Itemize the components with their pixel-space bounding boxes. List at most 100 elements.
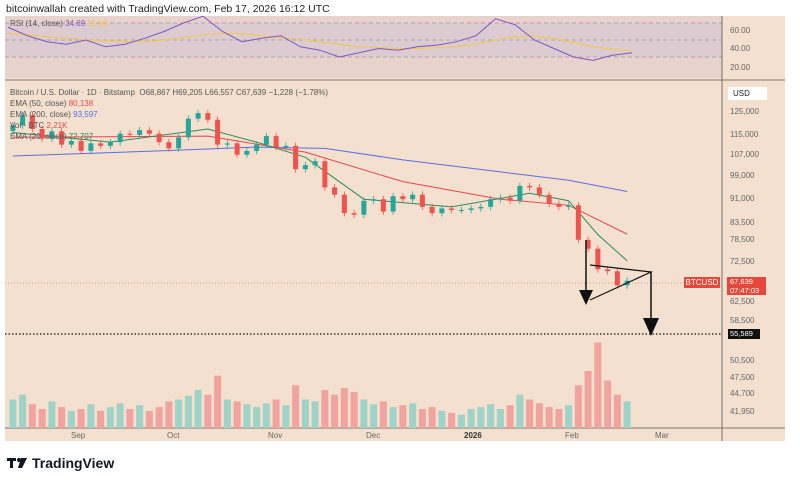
ema200-legend[interactable]: EMA (200, close) 93,597 [10,110,98,119]
volume-bar [184,395,192,428]
volume-bar [555,409,563,428]
candle-body [322,161,328,188]
symbol-legend[interactable]: Bitcoin / U.S. Dollar · 1D · Bitstamp O6… [10,88,328,97]
ema20-legend[interactable]: EMA (20, close) 72,707 [10,132,93,141]
volume-bar [223,399,231,428]
ema50-label: EMA (50, close) [10,99,67,108]
volume-bar [496,409,504,428]
arrow-down-icon [643,318,659,336]
candle-body [107,142,113,146]
candle-body [254,144,260,151]
tradingview-logo-icon [7,458,27,468]
volume-bar [301,399,309,428]
volume-bar [58,407,66,428]
volume-bar [457,414,465,428]
ema50-value: 80,138 [68,99,94,108]
price-tick: 115,000 [730,129,759,139]
rsi-ma-line [7,32,633,52]
candle-body [546,194,552,204]
candle-body [49,131,55,139]
ema200-line [12,146,628,192]
high-value: H69,205 [172,88,203,97]
rsi-label: RSI (14, close) [10,19,63,28]
volume-bar [379,401,387,428]
volume-bar [350,391,358,428]
bar-countdown: 07:47:03 [730,286,760,295]
chart-frame[interactable] [5,16,785,441]
candle-body [390,196,396,212]
candle-body [273,136,279,148]
price-tick: 50,500 [730,355,755,365]
time-tick: Sep [71,431,86,440]
price-tick: 107,000 [730,149,759,159]
volume-bar [292,385,300,428]
volume-bar [584,371,592,428]
volume-bar [106,407,114,428]
rsi-tick: 40.00 [730,44,751,53]
volume-bar [487,404,495,428]
candle-body [215,119,221,145]
candle-body [293,145,299,170]
volume-bar [282,405,290,428]
candle-body [449,208,455,210]
volume-bar [321,390,329,428]
candle-body [127,133,133,135]
price-tick: 72,500 [730,256,755,266]
candle-body [137,130,143,135]
volume-bar [116,403,124,428]
candle-body [59,131,65,145]
volume-bar [311,401,319,428]
rsi-legend[interactable]: RSI (14, close) 34.69 51.86 [10,19,107,28]
candle-body [595,248,601,270]
last-price-label: 67,639 07:47:03 [727,277,766,295]
volume-value: 2.21K [46,121,68,130]
target-price-label: 55,589 [728,329,760,339]
ema20-value: 72,707 [68,132,94,141]
last-price: 67,639 [730,277,753,286]
volume-bar [428,407,436,428]
volume-bar [77,409,85,428]
volume-bar [97,410,105,428]
candle-body [341,194,347,214]
time-tick: Nov [268,431,283,440]
candle-body [497,197,503,200]
volume-legend[interactable]: Vol · BTC 2.21K [10,121,67,130]
candle-body [361,200,367,215]
candle-body [605,269,611,272]
volume-bar [370,404,378,428]
candle-body [195,113,201,119]
rsi-value: 34.69 [65,19,86,28]
candle-body [351,213,357,215]
arrow-down-icon [579,290,593,305]
volume-bar [448,412,456,428]
ema50-line [12,135,628,235]
volume-bar [574,385,582,428]
volume-bar [204,394,212,428]
volume-bar [165,401,173,428]
candle-body [302,165,308,170]
candle-body [20,115,26,126]
pennant-triangle [589,264,654,301]
volume-bar [272,399,280,428]
candle-body [478,206,484,209]
candle-body [224,143,230,145]
close-value: C67,639 [235,88,267,97]
time-tick: Oct [167,431,180,440]
volume-bar [233,401,241,428]
volume-bar [477,407,485,428]
volume-bar [48,401,56,428]
candle-body [468,208,474,210]
price-tick: 91,000 [730,194,755,204]
candle-body [205,113,211,120]
volume-bar [194,390,202,428]
symbol-title: Bitcoin / U.S. Dollar · 1D · Bitstamp [10,88,135,97]
ema50-legend[interactable]: EMA (50, close) 80,138 [10,99,93,108]
candle-body [419,194,425,207]
candle-body [556,203,562,207]
symbol-price-tag: BTCUSD [684,277,720,288]
candle-body [400,196,406,200]
candle-body [527,185,533,188]
candle-body [566,205,572,207]
currency-button[interactable]: USD [728,87,767,100]
